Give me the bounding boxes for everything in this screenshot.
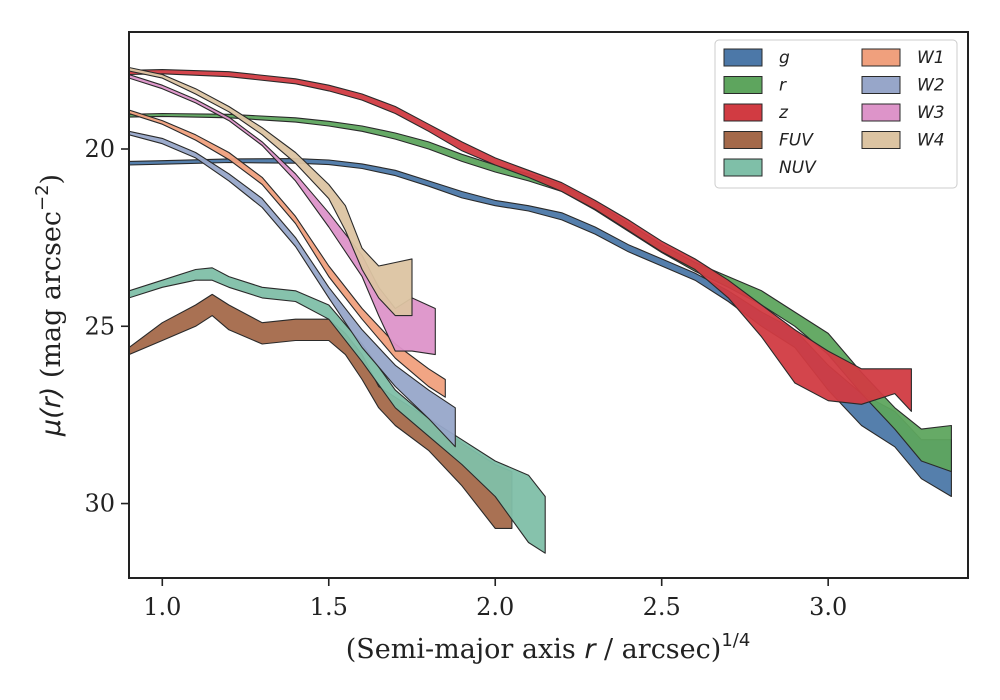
- legend-label-W3: W3: [917, 103, 945, 123]
- y-tick-label: 20: [84, 135, 115, 163]
- legend-label-W2: W2: [917, 76, 945, 96]
- x-tick-label: 1.5: [310, 593, 348, 621]
- band-NUV: [129, 267, 546, 554]
- band-W1: [129, 109, 446, 398]
- y-tick-label: 30: [84, 490, 115, 518]
- legend-label-W1: W1: [917, 48, 945, 68]
- legend: grz FUV NUV W1 W2 W3 W4: [714, 39, 958, 189]
- legend-swatch-W2: [861, 76, 901, 94]
- legend-label-g: g: [779, 48, 790, 68]
- band-FUV: [129, 293, 513, 529]
- legend-swatch-NUV: [723, 158, 763, 177]
- x-tick-label: 1.0: [143, 593, 181, 621]
- profile-bands: [129, 66, 952, 554]
- y-axis-ticks: 20 25 30: [84, 135, 129, 518]
- band-W4: [129, 66, 413, 317]
- legend-swatch-z: [723, 103, 763, 122]
- legend-label-NUV: NUV: [779, 158, 817, 178]
- x-axis-label: (Semi-major axis r / arcsec)1/4: [346, 630, 751, 665]
- x-axis-ticks: 1.0 1.5 2.0 2.5 3.0: [143, 578, 847, 621]
- band-z: [129, 69, 912, 412]
- legend-swatch-W1: [861, 48, 901, 67]
- y-tick-label: 25: [84, 312, 115, 340]
- legend-label-z: z: [778, 103, 789, 123]
- x-tick-label: 2.5: [643, 593, 681, 621]
- legend-swatch-W4: [861, 131, 901, 149]
- legend-label-W4: W4: [917, 131, 945, 151]
- legend-swatch-r: [723, 76, 763, 94]
- band-r: [129, 112, 952, 473]
- legend-label-FUV: FUV: [779, 131, 814, 151]
- x-tick-label: 3.0: [809, 593, 847, 621]
- band-W2: [129, 130, 456, 448]
- band-W3: [129, 73, 436, 356]
- y-axis-label: μ(r) (mag arcsec−2): [32, 174, 67, 437]
- plot-frame: [128, 31, 969, 579]
- x-tick-label: 2.0: [476, 593, 514, 621]
- legend-swatch-W3: [861, 103, 901, 122]
- legend-swatch-FUV: [723, 131, 763, 149]
- legend-label-r: r: [779, 76, 787, 96]
- legend-swatch-g: [723, 48, 763, 67]
